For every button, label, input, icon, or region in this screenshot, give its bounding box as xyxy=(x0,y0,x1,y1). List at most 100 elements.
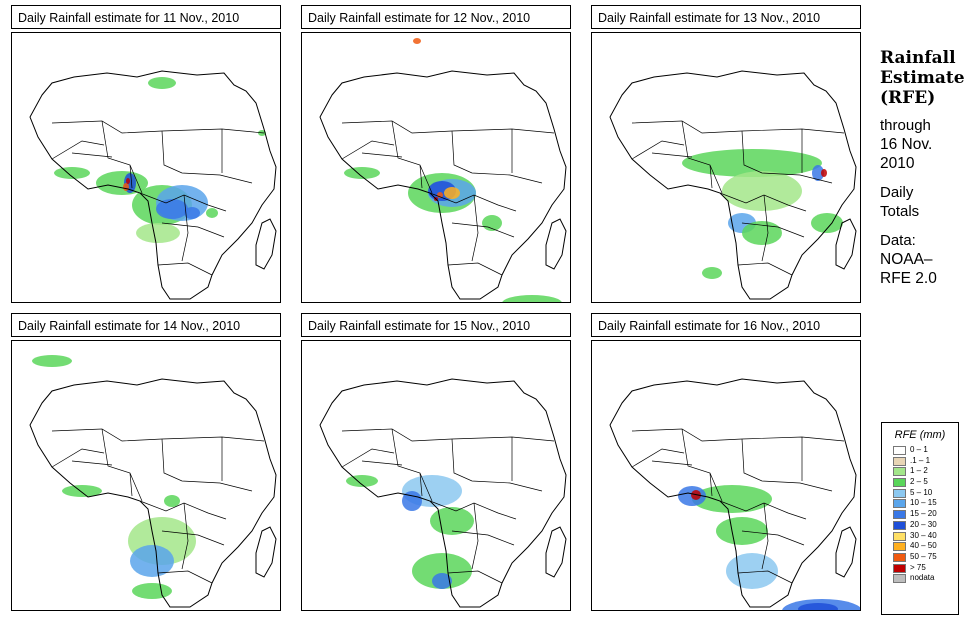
country-border xyxy=(631,140,685,160)
country-border xyxy=(157,262,213,276)
legend-swatch xyxy=(893,552,906,562)
country-border xyxy=(741,438,833,492)
country-border xyxy=(631,428,845,442)
country-border xyxy=(341,120,555,134)
madagascar-outline xyxy=(545,218,567,270)
panel-title: Daily Rainfall estimate for 12 Nov., 201… xyxy=(301,5,571,29)
rainfall-area xyxy=(432,573,452,589)
rainfall-area xyxy=(413,38,421,44)
legend-item: 10 – 15 xyxy=(882,498,958,509)
legend-item: .1 – 1 xyxy=(882,456,958,467)
legend-label: 1 – 2 xyxy=(910,466,928,476)
rainfall-area xyxy=(722,171,802,211)
legend-label: .1 – 1 xyxy=(910,455,931,465)
rainfall-area xyxy=(702,267,722,279)
panel-title: Daily Rainfall estimate for 16 Nov., 201… xyxy=(591,313,861,337)
rainfall-area xyxy=(126,178,130,184)
rainfall-area xyxy=(444,187,460,199)
country-border xyxy=(651,460,693,466)
coastline xyxy=(319,70,567,300)
legend-label: 15 – 20 xyxy=(910,509,937,519)
legend-item: 40 – 50 xyxy=(882,541,958,552)
country-border xyxy=(341,140,395,160)
legend-label: nodata xyxy=(910,573,935,583)
map-panel-nov-11: Daily Rainfall estimate for 11 Nov., 201… xyxy=(11,5,281,303)
rainfall-map xyxy=(591,32,861,303)
rainfall-area xyxy=(164,495,180,507)
country-border xyxy=(181,194,189,262)
country-border xyxy=(101,428,143,502)
country-border xyxy=(51,120,265,134)
rainfall-area xyxy=(726,553,778,589)
sidebar-title-line3: (RFE) xyxy=(880,88,936,108)
panel-title: Daily Rainfall estimate for 15 Nov., 201… xyxy=(301,313,571,337)
country-border xyxy=(391,120,433,194)
sidebar-totals-line2: Totals xyxy=(880,203,920,220)
rainfall-area xyxy=(682,149,822,177)
country-border xyxy=(709,472,713,497)
legend-label: 0 – 1 xyxy=(910,445,928,454)
rainfall-area xyxy=(344,167,380,179)
coastline xyxy=(319,378,567,608)
legend-swatch xyxy=(893,574,906,584)
legend-swatch xyxy=(893,499,906,509)
madagascar-outline xyxy=(255,218,277,270)
country-border xyxy=(709,164,713,189)
country-border xyxy=(447,262,503,276)
rainfall-area xyxy=(821,169,827,177)
country-border xyxy=(157,570,213,584)
madagascar-outline xyxy=(835,218,857,270)
madagascar-outline xyxy=(835,526,857,578)
sidebar-date-line2: 2010 xyxy=(880,155,915,172)
country-border xyxy=(161,130,253,184)
country-border xyxy=(71,460,113,466)
panel-title: Daily Rainfall estimate for 14 Nov., 201… xyxy=(11,313,281,337)
rainfall-area xyxy=(430,507,474,535)
rainfall-map xyxy=(591,340,861,611)
panel-title: Daily Rainfall estimate for 13 Nov., 201… xyxy=(591,5,861,29)
legend-label: 20 – 30 xyxy=(910,519,937,529)
country-border xyxy=(471,502,479,570)
legend-item: 5 – 10 xyxy=(882,488,958,499)
legend-swatch xyxy=(893,520,906,530)
country-border xyxy=(761,502,769,570)
legend-label: 2 – 5 xyxy=(910,477,928,487)
map-svg xyxy=(319,378,567,608)
country-border xyxy=(161,530,225,546)
country-border xyxy=(51,428,265,442)
madagascar-outline xyxy=(545,526,567,578)
legend-swatch xyxy=(893,563,906,573)
legend-swatch xyxy=(893,488,906,498)
legend-swatch xyxy=(893,467,906,477)
legend-item: 0 – 1 xyxy=(882,445,958,456)
rainfall-area xyxy=(136,223,180,243)
sidebar-info: Rainfall Estimate (RFE) through 16 Nov. … xyxy=(880,48,965,288)
country-border xyxy=(451,130,543,184)
country-border xyxy=(651,152,693,158)
coastline xyxy=(609,70,857,300)
legend-item: 50 – 75 xyxy=(882,552,958,563)
country-border xyxy=(391,428,433,502)
rainfall-area xyxy=(502,295,562,302)
country-border xyxy=(451,222,515,238)
coastline xyxy=(29,378,277,608)
country-border xyxy=(741,130,833,184)
country-border xyxy=(631,448,685,468)
rainfall-area xyxy=(62,485,102,497)
legend-swatch xyxy=(893,531,906,541)
sidebar-title-line2: Estimate xyxy=(880,68,965,88)
country-border xyxy=(341,428,555,442)
rainfall-area xyxy=(130,545,174,577)
legend-item: 15 – 20 xyxy=(882,509,958,520)
sidebar-totals-line1: Daily xyxy=(880,184,914,201)
legend-title: RFE (mm) xyxy=(894,429,946,441)
sidebar-data-line1: Data: xyxy=(880,232,916,249)
map-svg xyxy=(609,70,857,300)
rainfall-area xyxy=(412,553,472,589)
country-border xyxy=(447,570,503,584)
map-panel-nov-13: Daily Rainfall estimate for 13 Nov., 201… xyxy=(591,5,861,303)
sidebar-date-line1: 16 Nov. xyxy=(880,136,933,153)
legend-label: 5 – 10 xyxy=(910,487,933,497)
country-border xyxy=(361,152,403,158)
